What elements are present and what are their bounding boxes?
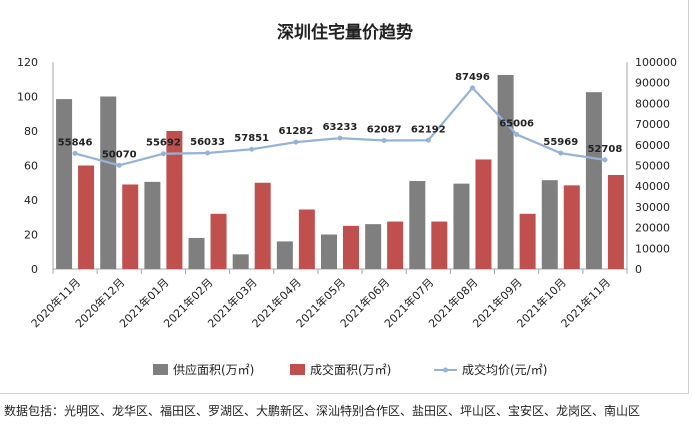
y-right-tick-label: 30000 [635, 201, 670, 214]
avg-price-data-label: 65006 [499, 118, 534, 129]
avg-price-point [469, 85, 475, 91]
supply-area-bar [365, 224, 382, 269]
legend-swatch-price-point [443, 367, 448, 373]
y-left-tick-label: 20 [24, 229, 38, 242]
transaction-area-bar [519, 213, 536, 269]
avg-price-point [514, 131, 520, 137]
y-right-tick-label: 80000 [635, 97, 670, 110]
avg-price-point [381, 137, 387, 143]
avg-price-point [293, 139, 299, 145]
transaction-area-bar [166, 131, 183, 269]
avg-price-point [205, 150, 211, 156]
avg-price-point [160, 151, 166, 157]
legend-label: 成交均价(元/㎡) [462, 362, 547, 377]
transaction-area-bar [387, 221, 404, 269]
supply-area-bar [144, 181, 161, 269]
chart-frame: 深圳住宅量价趋势 0 20 40 60 80 100 120 0 10000 20000 30000 4… [0, 0, 689, 394]
y-right-tick-label: 100000 [635, 56, 677, 69]
avg-price-data-label: 87496 [455, 72, 490, 83]
avg-price-data-label: 56033 [190, 137, 225, 148]
y-right-tick-label: 10000 [635, 242, 670, 255]
transaction-area-bar [122, 184, 139, 269]
transaction-area-bar [343, 225, 359, 269]
y-right-tick-label: 0 [635, 263, 642, 276]
avg-price-data-label: 61282 [278, 126, 313, 137]
avg-price-data-label: 62087 [367, 124, 402, 135]
y-left-tick-label: 100 [17, 91, 38, 104]
legend-label: 成交面积(万㎡) [310, 362, 391, 377]
avg-price-point [602, 157, 608, 163]
y-right-tick-label: 90000 [635, 77, 670, 90]
supply-area-bar [232, 254, 249, 269]
supply-area-bar [541, 180, 558, 269]
y-left-tick-label: 80 [24, 125, 38, 138]
legend-swatch-supply [153, 364, 168, 375]
chart-title: 深圳住宅量价趋势 [277, 22, 413, 43]
transaction-area-bar [475, 159, 492, 269]
y-right-tick-label: 60000 [635, 139, 670, 152]
y-right-tick-label: 20000 [635, 222, 670, 235]
combo-chart: 深圳住宅量价趋势 0 20 40 60 80 100 120 0 10000 20000 30000 4… [17, 22, 677, 377]
transaction-area-bar [563, 185, 580, 269]
supply-area-bar [100, 96, 117, 269]
avg-price-point [337, 135, 343, 141]
supply-area-bar [321, 234, 337, 269]
supply-area-bar [56, 99, 73, 270]
avg-price-data-label: 63233 [323, 122, 358, 133]
avg-price-data-label: 55846 [58, 137, 93, 148]
supply-area-bar [497, 74, 514, 269]
y-left-tick-label: 40 [24, 194, 38, 207]
legend-swatch-transaction [290, 364, 305, 375]
y-left-tick-label: 120 [17, 56, 38, 69]
supply-area-bar [188, 237, 205, 269]
transaction-area-bar [210, 213, 227, 269]
avg-price-point [72, 150, 78, 156]
y-right-tick-label: 40000 [635, 180, 670, 193]
avg-price-data-label: 62192 [411, 124, 446, 135]
avg-price-data-label: 50070 [102, 149, 137, 160]
avg-price-data-label: 57851 [234, 133, 269, 144]
avg-price-data-label: 52708 [588, 144, 623, 155]
transaction-area-bar [298, 209, 315, 269]
avg-price-point [558, 150, 564, 156]
supply-area-bar [276, 241, 293, 269]
transaction-area-bar [431, 221, 448, 269]
data-source-note: 数据包括：光明区、龙华区、福田区、罗湖区、大鹏新区、深汕特别合作区、盐田区、坪山… [4, 404, 641, 418]
y-right-tick-label: 70000 [635, 118, 670, 131]
transaction-area-bar [78, 165, 95, 269]
y-right-tick-label: 50000 [635, 160, 670, 173]
avg-price-data-label: 55692 [146, 138, 181, 149]
transaction-area-bar [607, 174, 624, 269]
supply-area-bar [585, 92, 602, 269]
avg-price-data-label: 55969 [543, 137, 578, 148]
avg-price-point [249, 146, 255, 152]
avg-price-point [425, 137, 431, 143]
y-left-tick-label: 60 [24, 160, 38, 173]
supply-area-bar [409, 181, 426, 269]
y-left-tick-label: 0 [31, 263, 38, 276]
avg-price-point [116, 162, 122, 168]
legend-label: 供应面积(万㎡) [173, 362, 254, 377]
supply-area-bar [453, 183, 470, 269]
transaction-area-bar [254, 182, 271, 269]
